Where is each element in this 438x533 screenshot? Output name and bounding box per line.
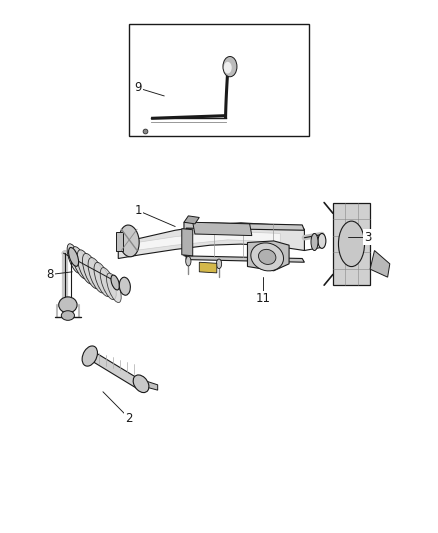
Ellipse shape	[69, 247, 78, 266]
Ellipse shape	[106, 273, 121, 303]
Text: 2: 2	[125, 412, 133, 425]
Ellipse shape	[59, 297, 77, 313]
Ellipse shape	[318, 233, 326, 248]
Ellipse shape	[82, 346, 98, 366]
Polygon shape	[123, 231, 280, 252]
Ellipse shape	[88, 257, 106, 293]
Polygon shape	[182, 229, 193, 256]
Polygon shape	[184, 216, 199, 224]
Polygon shape	[193, 222, 252, 236]
Ellipse shape	[119, 277, 131, 295]
Ellipse shape	[339, 221, 364, 266]
Ellipse shape	[311, 233, 318, 251]
Text: 1: 1	[134, 204, 142, 217]
Polygon shape	[199, 262, 217, 273]
Ellipse shape	[61, 311, 74, 320]
Ellipse shape	[67, 244, 82, 273]
Ellipse shape	[186, 256, 191, 266]
Ellipse shape	[119, 225, 139, 257]
Text: 8: 8	[47, 268, 54, 281]
Text: 9: 9	[134, 82, 142, 94]
Polygon shape	[118, 223, 304, 259]
Ellipse shape	[111, 275, 120, 290]
Ellipse shape	[100, 268, 116, 300]
Ellipse shape	[94, 262, 111, 296]
Ellipse shape	[133, 375, 149, 393]
Polygon shape	[247, 241, 289, 271]
Polygon shape	[184, 222, 304, 262]
Ellipse shape	[251, 243, 283, 271]
Polygon shape	[116, 232, 123, 251]
Polygon shape	[333, 203, 370, 285]
Ellipse shape	[258, 249, 276, 264]
Polygon shape	[370, 251, 390, 277]
Ellipse shape	[77, 250, 94, 284]
Text: 11: 11	[255, 292, 270, 305]
Text: 3: 3	[364, 231, 371, 244]
Ellipse shape	[223, 56, 237, 77]
Bar	[129, 24, 309, 136]
Ellipse shape	[224, 62, 232, 74]
Polygon shape	[138, 378, 158, 390]
Ellipse shape	[72, 247, 88, 279]
Polygon shape	[94, 352, 138, 389]
Ellipse shape	[82, 253, 100, 289]
Ellipse shape	[216, 259, 222, 269]
